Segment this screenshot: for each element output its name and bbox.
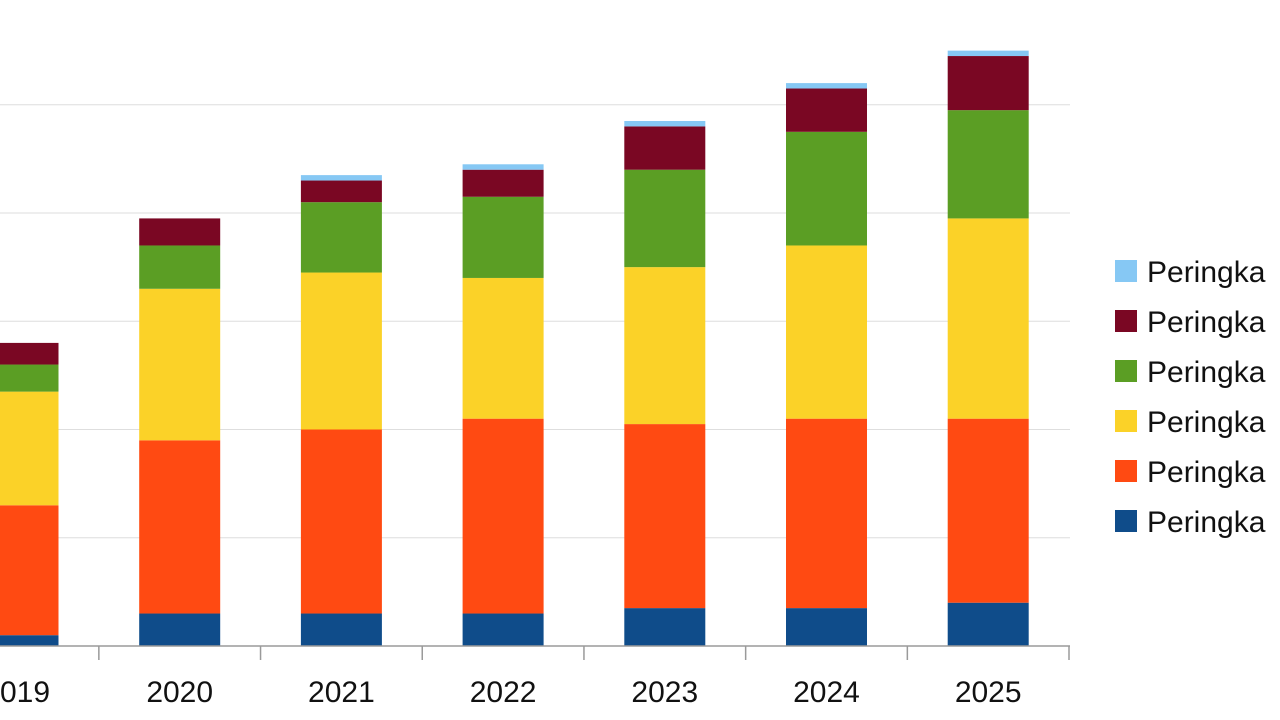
bar-2025-series-6 [947,50,1029,57]
bar-2025-series-2 [947,418,1029,603]
legend-label: Peringka [1147,356,1266,389]
bar-2021-series-3 [300,272,382,430]
bar-2025-series-3 [947,218,1029,419]
legend: Peringka Peringka Peringka Peringka Peringka… [1115,256,1266,539]
bar-2022-series-1 [462,613,544,646]
bar-2021-series-1 [300,613,382,646]
bar-stacks [0,50,1029,646]
bar-stack-2020 [139,218,221,646]
legend-label: Peringka [1147,256,1266,289]
legend-item-4: Peringka [1115,406,1266,439]
legend-swatch [1115,310,1137,332]
bar-2019-series-3 [0,391,59,506]
bar-2021-series-5 [300,180,382,203]
bar-2020-series-3 [139,288,221,441]
legend-item-3: Peringka [1115,356,1266,389]
x-tick-label-2019: 019 [0,676,50,709]
bar-2020-series-1 [139,613,221,646]
x-tick-label-2022: 2022 [470,676,537,709]
bar-stack-2024 [786,83,867,646]
bar-2023-series-3 [624,267,706,425]
legend-item-1: Peringka [1115,256,1266,289]
bar-2020-series-5 [139,218,221,246]
x-axis: 019 2020 2021 2022 2023 2024 2025 [0,645,1070,709]
bar-2024-series-4 [786,131,867,246]
legend-item-6: Peringka [1115,506,1266,539]
bar-2019-series-2 [0,505,59,636]
bar-2024-series-6 [786,83,867,89]
bar-2022-series-5 [462,169,544,197]
x-tick-label-2020: 2020 [146,676,213,709]
legend-item-2: Peringka [1115,306,1266,339]
bar-2023-series-1 [624,608,706,646]
bar-2021-series-6 [300,175,382,181]
bar-2023-series-2 [624,424,706,609]
bar-2024-series-5 [786,88,867,132]
legend-label: Peringka [1147,456,1266,489]
legend-swatch [1115,360,1137,382]
bar-stack-2019 [0,342,59,646]
bar-2025-series-4 [947,110,1029,219]
legend-item-5: Peringka [1115,456,1266,489]
bar-stack-2022 [462,164,544,646]
x-tick-label-2025: 2025 [955,676,1022,709]
bar-2025-series-1 [947,602,1029,646]
legend-swatch [1115,260,1137,282]
legend-label: Peringka [1147,406,1266,439]
bar-stack-2023 [624,120,706,646]
bar-stack-2025 [947,50,1029,646]
bar-2023-series-6 [624,120,706,127]
bar-2020-series-2 [139,440,221,614]
bar-2022-series-2 [462,418,544,614]
bar-stack-2021 [300,175,382,646]
bar-2023-series-4 [624,169,706,268]
bar-2024-series-2 [786,418,867,609]
x-tick-label-2024: 2024 [793,676,860,709]
bar-2025-series-5 [947,56,1029,111]
legend-label: Peringka [1147,506,1266,539]
bar-2022-series-6 [462,164,544,170]
legend-swatch [1115,510,1137,532]
legend-swatch [1115,410,1137,432]
bar-2021-series-2 [300,429,382,614]
bar-2022-series-3 [462,277,544,419]
x-tick-label-2021: 2021 [308,676,375,709]
bar-2019-series-4 [0,364,59,392]
bar-2020-series-4 [139,245,221,289]
legend-label: Peringka [1147,306,1266,339]
bar-2024-series-3 [786,245,867,419]
bar-2021-series-4 [300,202,382,273]
x-tick-label-2023: 2023 [631,676,698,709]
legend-swatch [1115,460,1137,482]
bar-2019-series-5 [0,342,59,365]
bar-2019-series-1 [0,635,59,646]
bar-2023-series-5 [624,126,706,170]
bar-2022-series-4 [462,196,544,278]
bar-2024-series-1 [786,608,867,646]
